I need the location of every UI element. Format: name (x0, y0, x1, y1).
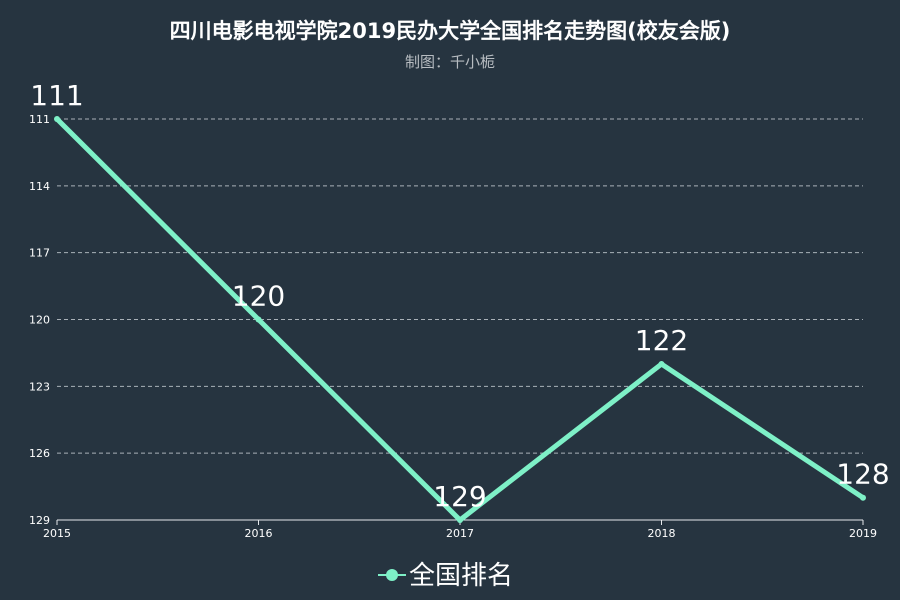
data-label: 111 (30, 79, 83, 112)
legend[interactable]: 全国排名 (378, 561, 513, 591)
y-tick-label: 111 (29, 113, 50, 126)
y-tick-label: 114 (29, 180, 50, 193)
y-tick-label: 120 (29, 314, 50, 327)
legend-label[interactable]: 全国排名 (409, 561, 513, 591)
y-tick-label: 123 (29, 380, 50, 393)
data-point[interactable] (54, 116, 60, 122)
data-point[interactable] (860, 494, 866, 501)
x-tick-label: 2016 (245, 527, 273, 540)
grid (57, 118, 863, 454)
legend-marker-icon[interactable] (386, 569, 398, 581)
data-label: 129 (433, 480, 486, 513)
x-tick-label: 2018 (648, 527, 676, 540)
y-tick-label: 126 (29, 447, 50, 460)
data-point[interactable] (457, 517, 463, 523)
data-labels: 111 120 129 122 128 (30, 79, 889, 513)
series (54, 116, 866, 524)
x-tick-label: 2015 (43, 527, 71, 540)
x-tick-label: 2019 (849, 527, 877, 540)
y-tick-label: 129 (29, 514, 50, 527)
chart-subtitle: 制图：千小栀 (405, 53, 495, 71)
data-label: 122 (635, 324, 688, 357)
y-tick-label: 117 (29, 247, 50, 260)
data-label: 128 (836, 458, 889, 491)
chart-title: 四川电影电视学院2019民办大学全国排名走势图(校友会版) (170, 19, 731, 43)
x-tick-label: 2017 (446, 527, 474, 540)
data-point[interactable] (658, 361, 665, 368)
data-point[interactable] (255, 316, 262, 323)
data-label: 120 (232, 280, 285, 313)
